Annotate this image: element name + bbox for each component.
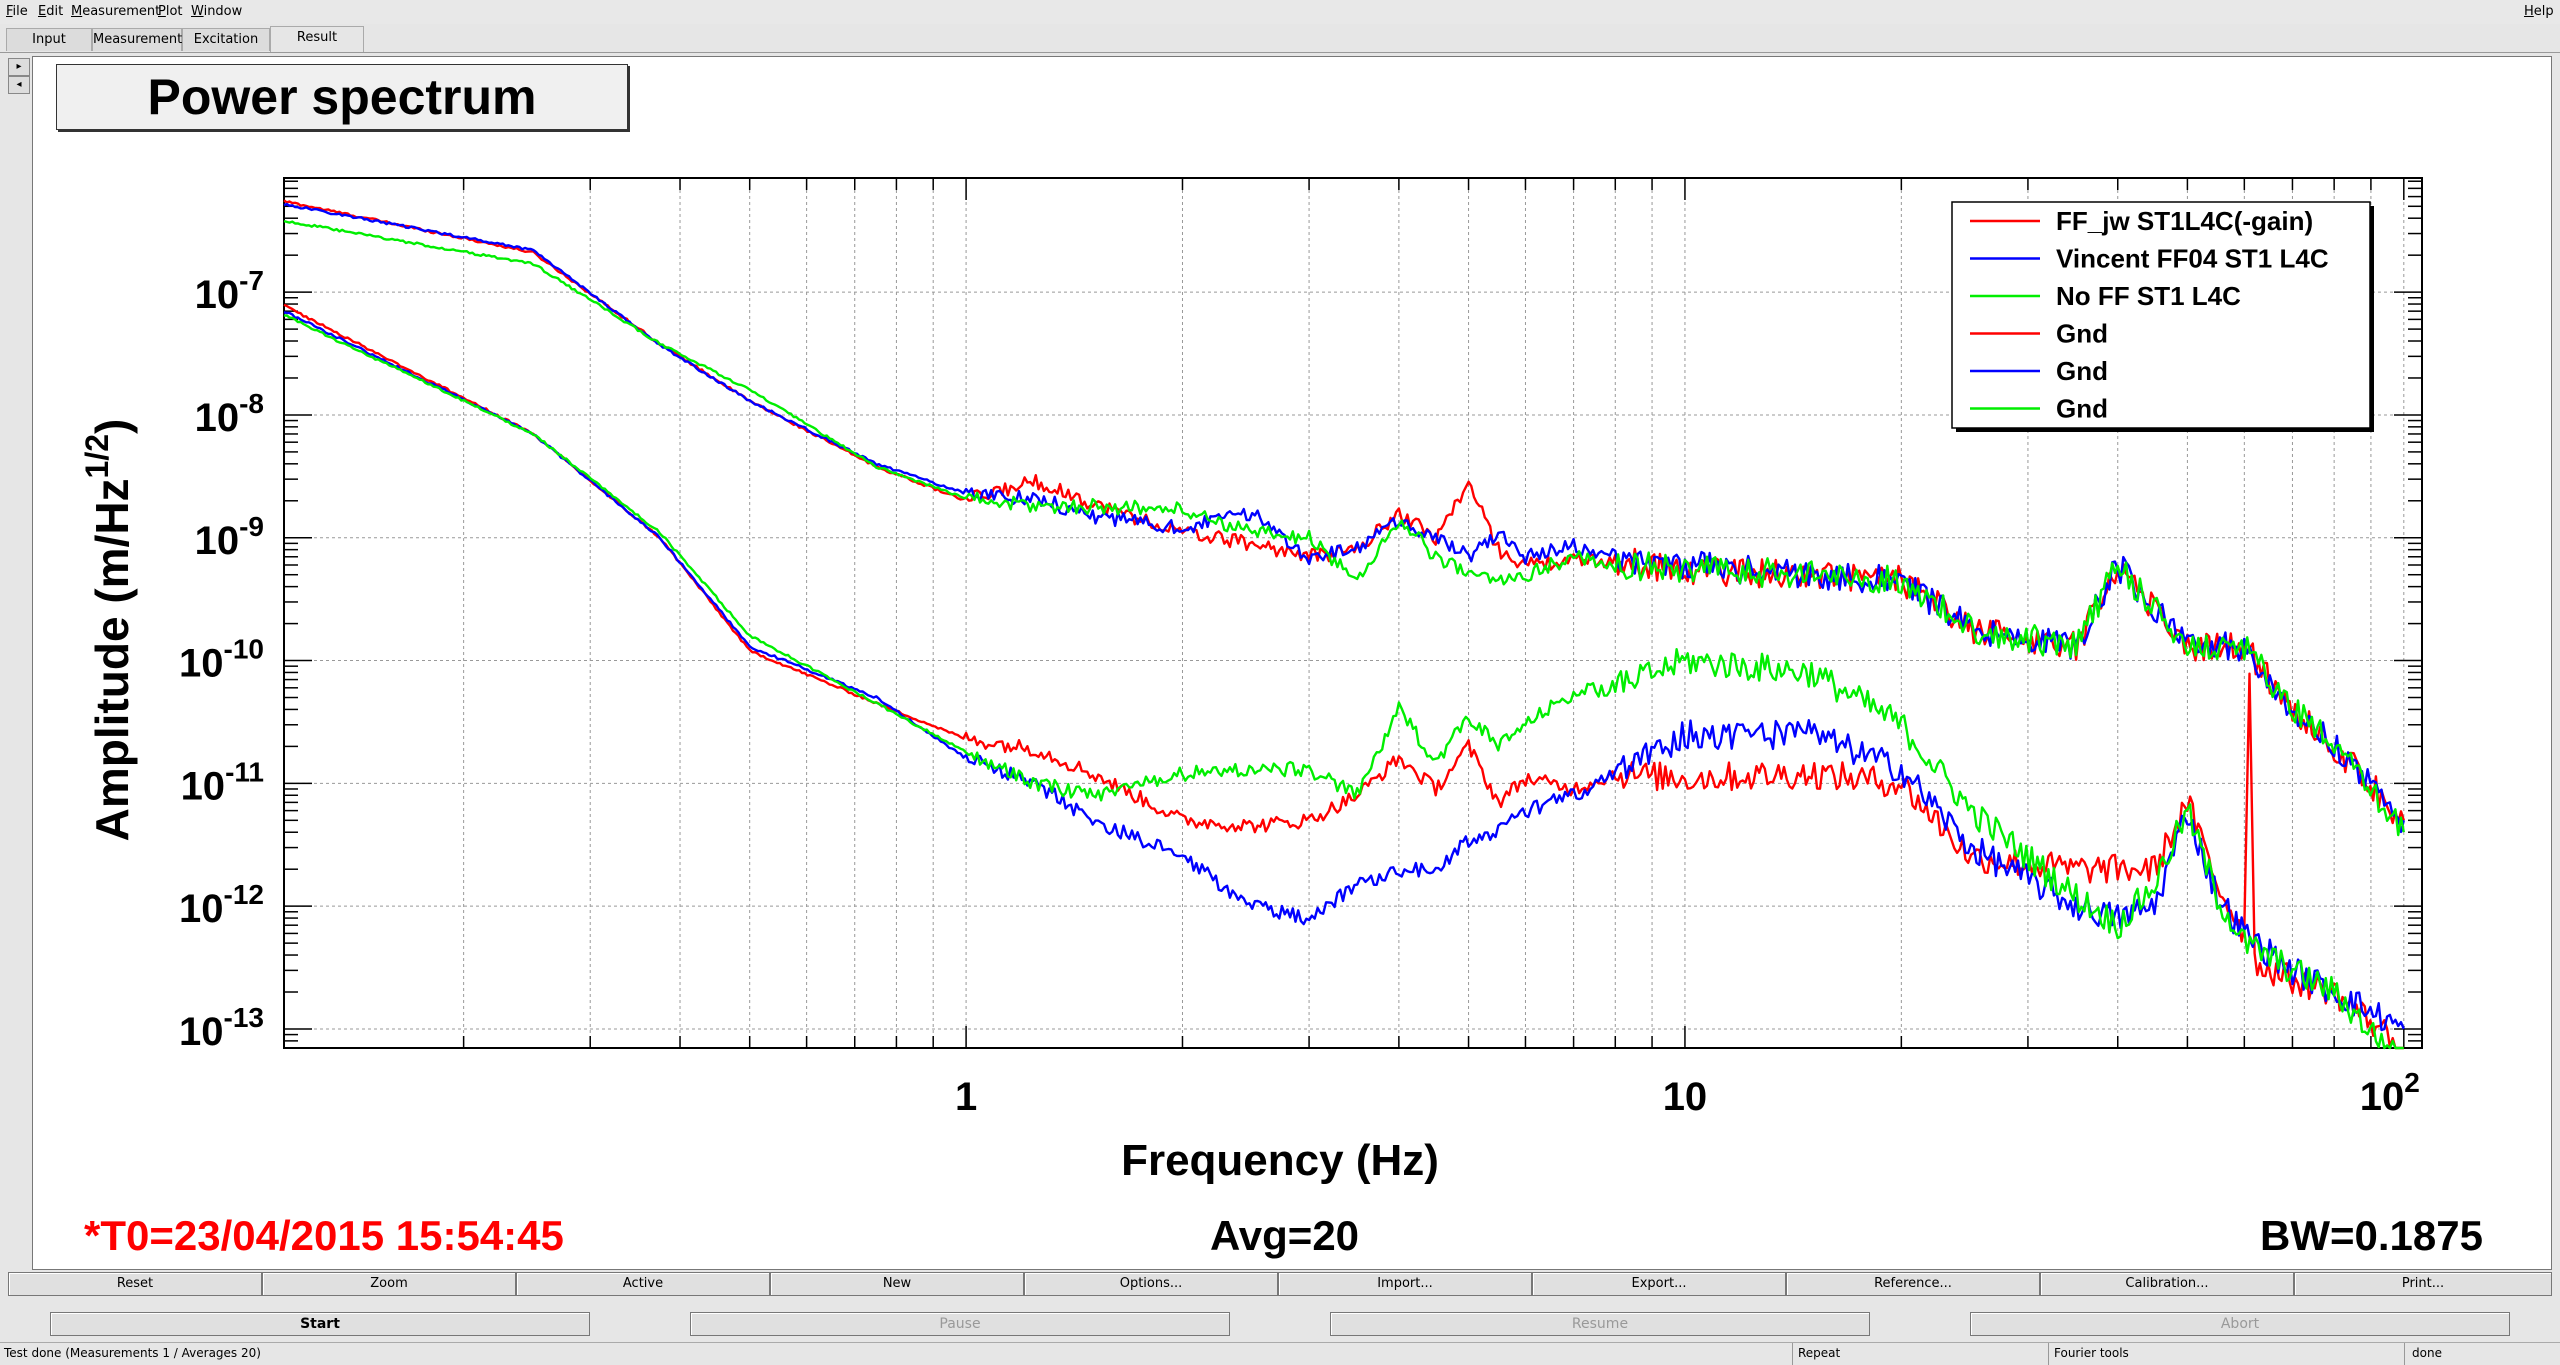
y-tick-label: 10-9 — [195, 511, 264, 563]
menu-plot[interactable]: Plot — [158, 4, 183, 19]
x-tick-label: 102 — [2360, 1067, 2420, 1119]
menu-help[interactable]: Help — [2524, 4, 2554, 19]
y-tick-label: 10-10 — [179, 634, 264, 686]
plot-title: Power spectrum — [56, 64, 628, 130]
print-button[interactable]: Print... — [2294, 1272, 2552, 1296]
legend: FF_jw ST1L4C(-gain) Vincent FF04 ST1 L4C N… — [1951, 201, 2374, 432]
menu-edit[interactable]: Edit — [38, 4, 64, 19]
legend-box — [1951, 201, 2371, 429]
x-tick-label: 10 — [1663, 1075, 1708, 1119]
resume-button[interactable]: Resume — [1330, 1312, 1870, 1336]
axis-ticks — [284, 178, 2422, 1049]
series-line — [283, 219, 2405, 837]
tick-labels: 1 10 102 10-7 10-8 10-9 10-10 10-11 10-12 10-13 — [179, 265, 2420, 1119]
collapse-arrow-icon[interactable]: ◂ — [8, 76, 30, 94]
status-bar: Test done (Measurements 1 / Averages 20)… — [0, 1342, 2560, 1365]
calibration-button[interactable]: Calibration... — [2040, 1272, 2294, 1296]
tab-bar: Input Measurement Excitation Result — [0, 26, 2560, 53]
t0-timestamp: *T0=23/04/2015 15:54:45 — [84, 1212, 564, 1259]
x-axis-label: Frequency (Hz) — [1121, 1136, 1439, 1185]
tab-result[interactable]: Result — [270, 26, 364, 52]
series-line — [283, 314, 2404, 1050]
tab-measurement[interactable]: Measurement — [92, 28, 182, 51]
export-button[interactable]: Export... — [1532, 1272, 1786, 1296]
status-message: Test done (Measurements 1 / Averages 20) — [4, 1346, 261, 1360]
legend-label: Gnd — [2056, 356, 2108, 386]
menu-measurement[interactable]: Measurement — [71, 4, 161, 19]
bandwidth: BW=0.1875 — [2260, 1212, 2483, 1259]
new-button[interactable]: New — [770, 1272, 1024, 1296]
import-button[interactable]: Import... — [1278, 1272, 1532, 1296]
plot-button-row: Reset Zoom Active New Options... Import.… — [8, 1272, 2552, 1298]
menubar: File Edit Measurement Plot Window Help — [0, 0, 2560, 24]
legend-label: Gnd — [2056, 394, 2108, 424]
expand-arrow-icon[interactable]: ▸ — [8, 58, 30, 76]
plot-frame — [283, 177, 2423, 1049]
status-state: done — [2412, 1346, 2442, 1360]
legend-label: Vincent FF04 ST1 L4C — [2056, 244, 2329, 274]
menu-file[interactable]: File — [6, 4, 28, 19]
avg-count: Avg=20 — [1210, 1212, 1360, 1259]
y-tick-label: 10-12 — [179, 879, 264, 931]
y-tick-label: 10-13 — [179, 1002, 264, 1054]
plot-series — [283, 199, 2405, 1050]
start-button[interactable]: Start — [50, 1312, 590, 1336]
tab-excitation[interactable]: Excitation — [182, 28, 270, 51]
abort-button[interactable]: Abort — [1970, 1312, 2510, 1336]
tab-input[interactable]: Input — [6, 28, 92, 51]
y-axis-label: Amplitude (m/Hz1/2) — [79, 419, 138, 842]
legend-label: FF_jw ST1L4C(-gain) — [2056, 206, 2313, 236]
x-tick-label: 1 — [955, 1075, 977, 1119]
active-button[interactable]: Active — [516, 1272, 770, 1296]
menu-window[interactable]: Window — [191, 4, 243, 19]
y-tick-label: 10-7 — [195, 265, 264, 317]
zoom-button[interactable]: Zoom — [262, 1272, 516, 1296]
options-button[interactable]: Options... — [1024, 1272, 1278, 1296]
status-mode: Repeat — [1798, 1346, 1841, 1360]
pause-button[interactable]: Pause — [690, 1312, 1230, 1336]
legend-label: No FF ST1 L4C — [2056, 281, 2241, 311]
y-tick-label: 10-8 — [195, 388, 264, 440]
legend-label: Gnd — [2056, 319, 2108, 349]
reference-button[interactable]: Reference... — [1786, 1272, 2040, 1296]
status-tool: Fourier tools — [2054, 1346, 2129, 1360]
y-tick-label: 10-11 — [181, 756, 264, 808]
reset-button[interactable]: Reset — [8, 1272, 262, 1296]
